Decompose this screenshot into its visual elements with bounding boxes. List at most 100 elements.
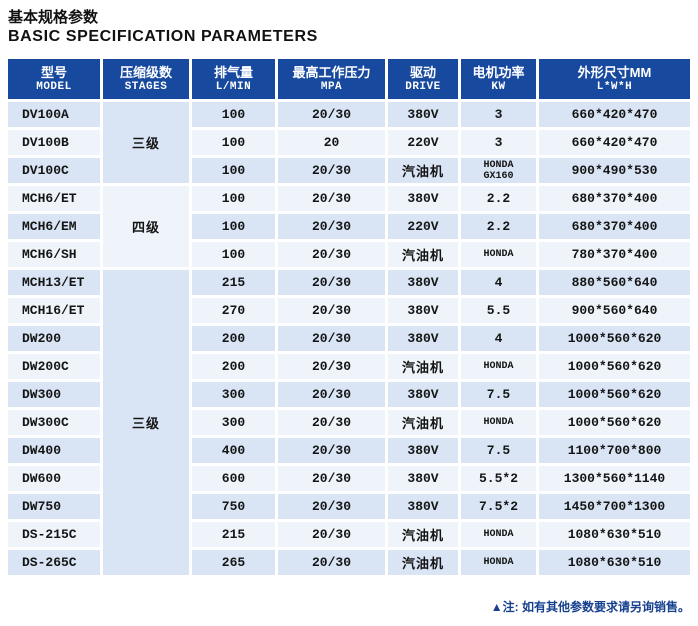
col-header-drive: 驱动 DRIVE [388, 59, 458, 99]
cell-drive: 380V [388, 326, 458, 351]
cell-lmin: 750 [192, 494, 275, 519]
cell-lmin: 600 [192, 466, 275, 491]
table-row: DV100B 100 20 220V 3 660*420*470 [8, 130, 690, 155]
col-header-stages: 压缩级数 STAGES [103, 59, 189, 99]
cell-drive: 220V [388, 130, 458, 155]
cell-kw-line1: HONDA [483, 159, 514, 171]
page-titles: 基本规格参数 BASIC SPECIFICATION PARAMETERS [0, 0, 698, 47]
cell-drive: 380V [388, 102, 458, 127]
table-row: DW300C 300 20/30 汽油机 HONDA 1000*560*620 [8, 410, 690, 435]
cell-lmin: 200 [192, 326, 275, 351]
cell-mpa: 20 [278, 130, 385, 155]
cell-dims: 1000*560*620 [539, 354, 690, 379]
cell-mpa: 20/30 [278, 354, 385, 379]
cell-drive: 380V [388, 298, 458, 323]
cell-model: DS-265C [8, 550, 100, 575]
cell-lmin: 100 [192, 242, 275, 267]
cell-mpa: 20/30 [278, 214, 385, 239]
table-row: DW400 400 20/30 380V 7.5 1100*700*800 [8, 438, 690, 463]
cell-kw-line2: GX160 [483, 170, 514, 182]
cell-kw: HONDA [461, 550, 536, 575]
cell-lmin: 100 [192, 186, 275, 211]
table-row: DW750 750 20/30 380V 7.5*2 1450*700*1300 [8, 494, 690, 519]
col-header-model-zh: 型号 [40, 64, 67, 80]
cell-mpa: 20/30 [278, 242, 385, 267]
cell-model: MCH13/ET [8, 270, 100, 295]
cell-kw: 2.2 [461, 214, 536, 239]
cell-lmin: 100 [192, 158, 275, 183]
cell-dims: 1450*700*1300 [539, 494, 690, 519]
table-row: DW200C 200 20/30 汽油机 HONDA 1000*560*620 [8, 354, 690, 379]
cell-kw: 5.5*2 [461, 466, 536, 491]
cell-dims: 880*560*640 [539, 270, 690, 295]
cell-model: DW300C [8, 410, 100, 435]
cell-kw: 7.5*2 [461, 494, 536, 519]
table-row: DW600 600 20/30 380V 5.5*2 1300*560*1140 [8, 466, 690, 491]
cell-drive: 380V [388, 466, 458, 491]
col-header-mpa-en: MPA [320, 80, 343, 93]
col-header-model-en: MODEL [36, 80, 72, 93]
cell-mpa: 20/30 [278, 186, 385, 211]
cell-kw: 2.2 [461, 186, 536, 211]
cell-dims: 900*560*640 [539, 298, 690, 323]
page-title-zh: 基本规格参数 [8, 9, 99, 26]
table-row: MCH13/ET 三级 215 20/30 380V 4 880*560*640 [8, 270, 690, 575]
cell-stages: 四级 [103, 186, 189, 267]
page-title-en: BASIC SPECIFICATION PARAMETERS [8, 28, 318, 45]
cell-kw: HONDA [461, 410, 536, 435]
cell-drive: 汽油机 [388, 550, 458, 575]
table-row: DW300 300 20/30 380V 7.5 1000*560*620 [8, 382, 690, 407]
cell-drive: 380V [388, 270, 458, 295]
cell-lmin: 100 [192, 102, 275, 127]
cell-lmin: 215 [192, 270, 275, 295]
cell-kw: HONDA [461, 522, 536, 547]
cell-kw: 7.5 [461, 438, 536, 463]
cell-dims: 660*420*470 [539, 102, 690, 127]
cell-drive: 汽油机 [388, 354, 458, 379]
cell-model: DW400 [8, 438, 100, 463]
cell-kw: 3 [461, 102, 536, 127]
cell-stages: 三级 [103, 270, 189, 575]
cell-lmin: 215 [192, 522, 275, 547]
col-header-drive-zh: 驱动 [409, 64, 436, 80]
cell-model: DV100C [8, 158, 100, 183]
cell-dims: 1300*560*1140 [539, 466, 690, 491]
col-header-stages-en: STAGES [124, 80, 168, 93]
col-header-mpa: 最高工作压力 MPA [278, 59, 385, 99]
cell-mpa: 20/30 [278, 382, 385, 407]
cell-model: DW200C [8, 354, 100, 379]
cell-drive: 380V [388, 382, 458, 407]
cell-lmin: 400 [192, 438, 275, 463]
col-header-mpa-zh: 最高工作压力 [292, 64, 371, 80]
cell-model: DV100B [8, 130, 100, 155]
cell-mpa: 20/30 [278, 522, 385, 547]
cell-model: DS-215C [8, 522, 100, 547]
col-header-kw-zh: 电机功率 [472, 64, 525, 80]
cell-dims: 660*420*470 [539, 130, 690, 155]
table-row: MCH6/ET 四级 100 20/30 380V 2.2 680*370*400 [8, 186, 690, 267]
cell-stages: 三级 [103, 102, 189, 183]
table-row: DW200 200 20/30 380V 4 1000*560*620 [8, 326, 690, 351]
cell-dims: 1080*630*510 [539, 550, 690, 575]
cell-dims: 780*370*400 [539, 242, 690, 267]
footer-note: ▲注: 如有其他参数要求请另询销售。 [490, 600, 690, 614]
cell-model: DW600 [8, 466, 100, 491]
cell-kw: HONDA [461, 354, 536, 379]
col-header-lmin-en: L/MIN [215, 80, 252, 93]
cell-mpa: 20/30 [278, 466, 385, 491]
cell-dims: 1080*630*510 [539, 522, 690, 547]
cell-lmin: 100 [192, 130, 275, 155]
cell-model: MCH6/EM [8, 214, 100, 239]
cell-model: MCH16/ET [8, 298, 100, 323]
cell-drive: 汽油机 [388, 410, 458, 435]
col-header-lmin: 排气量 L/MIN [192, 59, 275, 99]
spec-table: 型号 MODEL 压缩级数 STAGES 排气量 L/MIN 最高工作压力 MP… [5, 56, 693, 578]
cell-dims: 1100*700*800 [539, 438, 690, 463]
table-row: MCH16/ET 270 20/30 380V 5.5 900*560*640 [8, 298, 690, 323]
cell-mpa: 20/30 [278, 550, 385, 575]
col-header-stages-zh: 压缩级数 [119, 64, 172, 80]
cell-mpa: 20/30 [278, 298, 385, 323]
col-header-model: 型号 MODEL [8, 59, 100, 99]
cell-drive: 汽油机 [388, 158, 458, 183]
